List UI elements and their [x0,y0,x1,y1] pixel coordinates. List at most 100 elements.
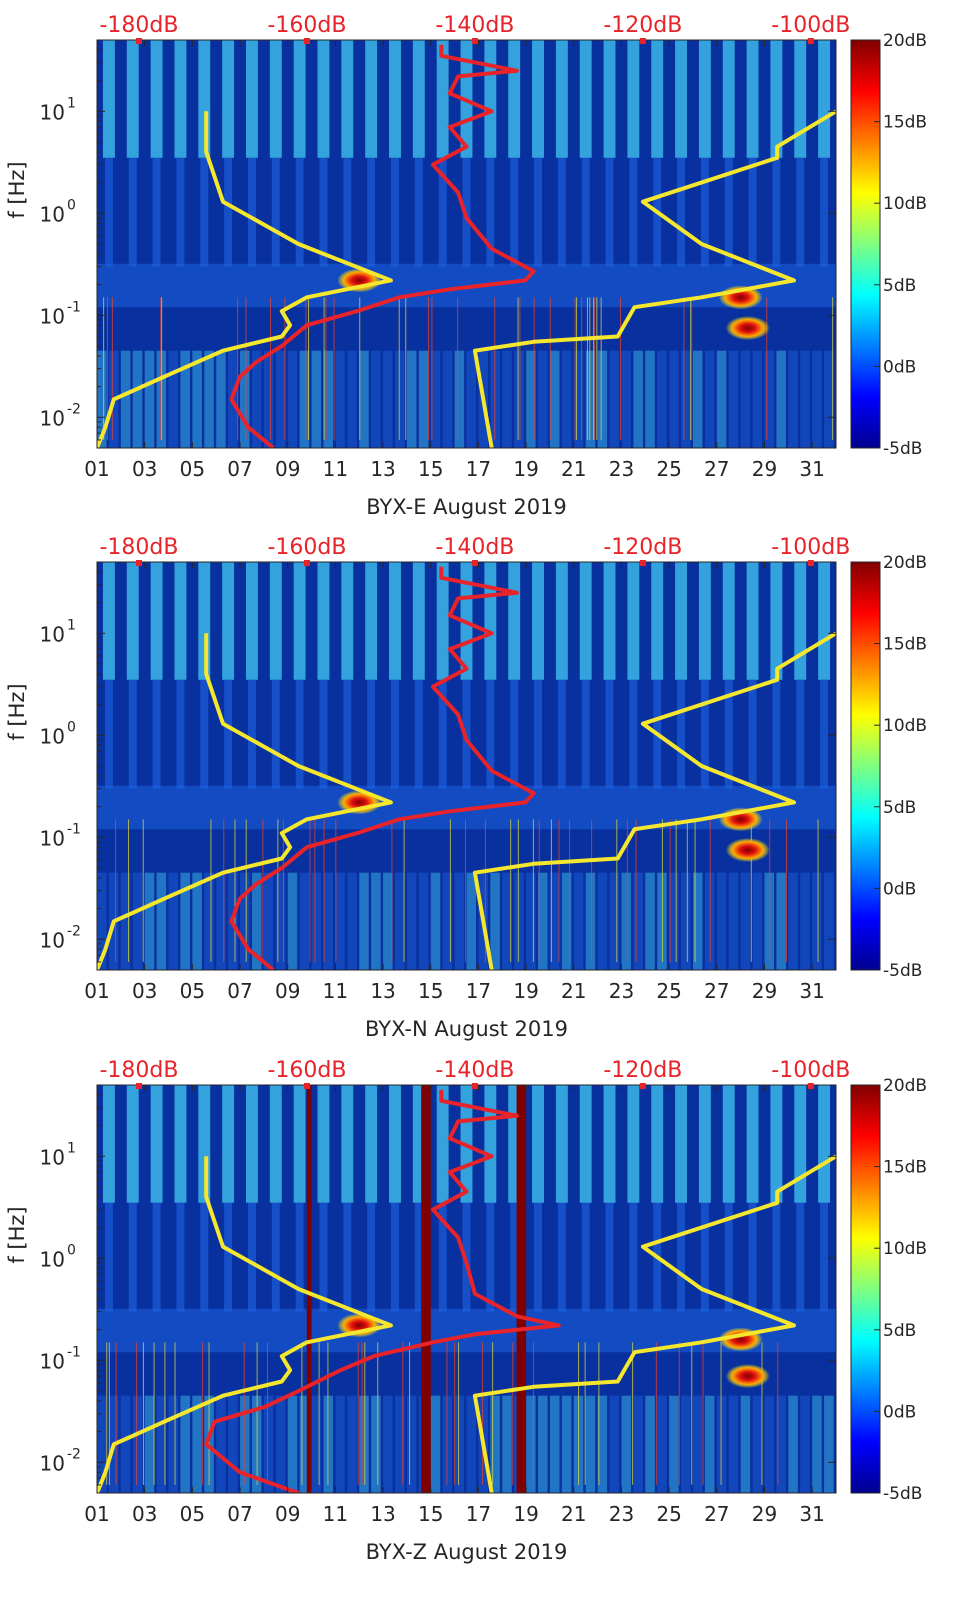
hf-band [412,1085,425,1203]
hf-band [102,1085,115,1203]
lf-column [609,872,620,970]
x-tick-label: 05 [180,1502,205,1526]
hf-band [222,40,235,158]
lf-column [800,1395,810,1493]
y-tick-exponent: 0 [67,1242,76,1258]
hf-band [532,1085,544,1203]
lf-column [240,1395,250,1493]
mid-band [581,679,590,789]
top-db-tick [303,560,310,566]
mid-band [486,157,495,267]
mid-band [700,1202,709,1312]
lf-column [490,1395,500,1493]
hf-band [245,562,258,680]
lf-column [549,350,560,448]
lf-column [621,350,631,448]
hf-band [293,1085,306,1203]
lf-column [323,872,334,970]
hf-band [102,562,115,680]
hf-band [269,40,282,158]
colorbar-label: 5dB [883,276,916,296]
mid-band [128,1202,137,1312]
lf-column [716,350,727,448]
top-db-label: -160dB [267,535,346,560]
lf-column [120,872,131,970]
hf-band [436,40,449,158]
x-tick-label: 05 [180,457,205,481]
mid-band [343,679,352,789]
top-db-label: -120dB [603,535,682,560]
lf-column [776,350,786,448]
mid-band [796,1202,805,1312]
lf-column [538,872,548,970]
top-db-label: -140dB [435,535,514,560]
data-gap [421,1085,431,1493]
hf-band [269,562,282,680]
colorbar-label: 10dB [883,716,927,736]
min-line [97,111,393,448]
hf-band [794,40,807,158]
hf-band [508,562,521,680]
lf-column [97,872,107,970]
top-db-label: -140dB [435,1058,514,1083]
lf-column [514,872,524,970]
top-db-tick [807,1083,814,1089]
y-axis-label: f [Hz] [5,683,29,740]
y-tick-exponent: -2 [67,401,81,417]
lf-column [609,350,620,448]
top-db-tick [639,38,646,44]
lf-column [97,1395,107,1493]
top-db-tick [471,38,478,44]
hf-band [150,40,163,158]
data-gap [516,1085,527,1493]
x-tick-label: 31 [799,457,824,481]
lf-column [561,350,572,448]
x-tick-label: 17 [466,457,491,481]
lf-column [299,1395,310,1493]
lf-column [681,350,691,448]
mid-band [104,1202,113,1312]
mid-band [748,157,757,267]
lf-column [669,350,679,448]
x-axis-label: BYX-N August 2019 [365,1017,568,1041]
mid-band [820,679,829,789]
x-tick-label: 03 [132,457,157,481]
y-axis-label: f [Hz] [5,161,29,218]
lf-column [156,872,167,970]
lf-column [573,350,584,448]
lf-column [728,1395,739,1493]
top-db-tick [807,38,814,44]
hf-band [174,1085,187,1203]
lf-column [502,872,512,970]
top-db-tick [807,560,814,566]
lf-column [466,350,477,448]
median-line [204,1089,561,1493]
hf-band [245,40,258,158]
lf-column [168,872,179,970]
lf-column [573,872,584,970]
lf-column [442,350,453,448]
lf-column [204,872,214,970]
hf-band [222,1085,235,1203]
lf-column [609,1395,620,1493]
colorbar-label: 20dB [883,1076,927,1096]
hf-band [508,1085,521,1203]
hf-band [317,40,330,158]
lf-column [621,872,631,970]
hf-band [555,40,568,158]
top-db-tick [639,560,646,566]
lf-column [538,1395,548,1493]
lf-column [597,872,608,970]
mid-band [152,157,161,267]
mid-band [772,679,781,789]
hf-band [365,40,378,158]
mid-band [534,679,542,789]
mid-band [605,1202,614,1312]
median-line [229,44,536,448]
hf-band [794,562,807,680]
x-tick-label: 13 [370,457,395,481]
x-tick-label: 25 [656,1502,681,1526]
x-tick-label: 05 [180,979,205,1003]
hf-band [722,562,735,680]
hf-band [126,1085,139,1203]
